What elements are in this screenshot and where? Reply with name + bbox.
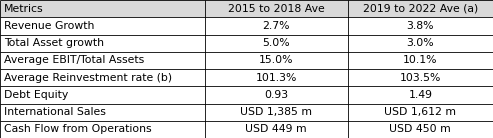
Text: USD 1,385 m: USD 1,385 m [240, 107, 312, 117]
Bar [0, 52, 205, 69]
Text: Revenue Growth: Revenue Growth [4, 21, 94, 31]
Text: 101.3%: 101.3% [255, 73, 297, 83]
Bar [0, 121, 205, 138]
Bar [205, 104, 348, 121]
Bar [348, 121, 493, 138]
Text: 103.5%: 103.5% [400, 73, 441, 83]
Text: Total Asset growth: Total Asset growth [4, 38, 104, 48]
Bar [0, 0, 205, 17]
Text: USD 450 m: USD 450 m [389, 124, 451, 134]
Text: USD 449 m: USD 449 m [245, 124, 307, 134]
Text: International Sales: International Sales [4, 107, 106, 117]
Bar [205, 69, 348, 86]
Text: USD 1,612 m: USD 1,612 m [384, 107, 457, 117]
Text: 5.0%: 5.0% [262, 38, 290, 48]
Text: Average Reinvestment rate (b): Average Reinvestment rate (b) [4, 73, 172, 83]
Bar [348, 69, 493, 86]
Text: Debt Equity: Debt Equity [4, 90, 68, 100]
Bar [0, 34, 205, 52]
Bar [348, 104, 493, 121]
Text: Metrics: Metrics [4, 4, 43, 14]
Bar [0, 86, 205, 104]
Bar [348, 17, 493, 34]
Bar [0, 104, 205, 121]
Text: 10.1%: 10.1% [403, 55, 437, 65]
Bar [205, 34, 348, 52]
Bar [0, 17, 205, 34]
Text: 1.49: 1.49 [408, 90, 432, 100]
Text: 0.93: 0.93 [264, 90, 288, 100]
Text: 2.7%: 2.7% [262, 21, 290, 31]
Bar [348, 86, 493, 104]
Bar [205, 52, 348, 69]
Bar [348, 0, 493, 17]
Bar [0, 69, 205, 86]
Text: Cash Flow from Operations: Cash Flow from Operations [4, 124, 151, 134]
Text: Average EBIT/Total Assets: Average EBIT/Total Assets [4, 55, 144, 65]
Text: 15.0%: 15.0% [259, 55, 293, 65]
Bar [205, 121, 348, 138]
Text: 3.0%: 3.0% [406, 38, 434, 48]
Bar [205, 86, 348, 104]
Bar [348, 52, 493, 69]
Text: 3.8%: 3.8% [407, 21, 434, 31]
Bar [205, 0, 348, 17]
Bar [205, 17, 348, 34]
Text: 2019 to 2022 Ave (a): 2019 to 2022 Ave (a) [363, 4, 478, 14]
Bar [348, 34, 493, 52]
Text: 2015 to 2018 Ave: 2015 to 2018 Ave [228, 4, 324, 14]
